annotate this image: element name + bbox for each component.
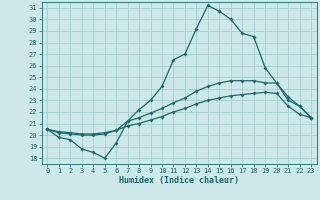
- X-axis label: Humidex (Indice chaleur): Humidex (Indice chaleur): [119, 176, 239, 185]
